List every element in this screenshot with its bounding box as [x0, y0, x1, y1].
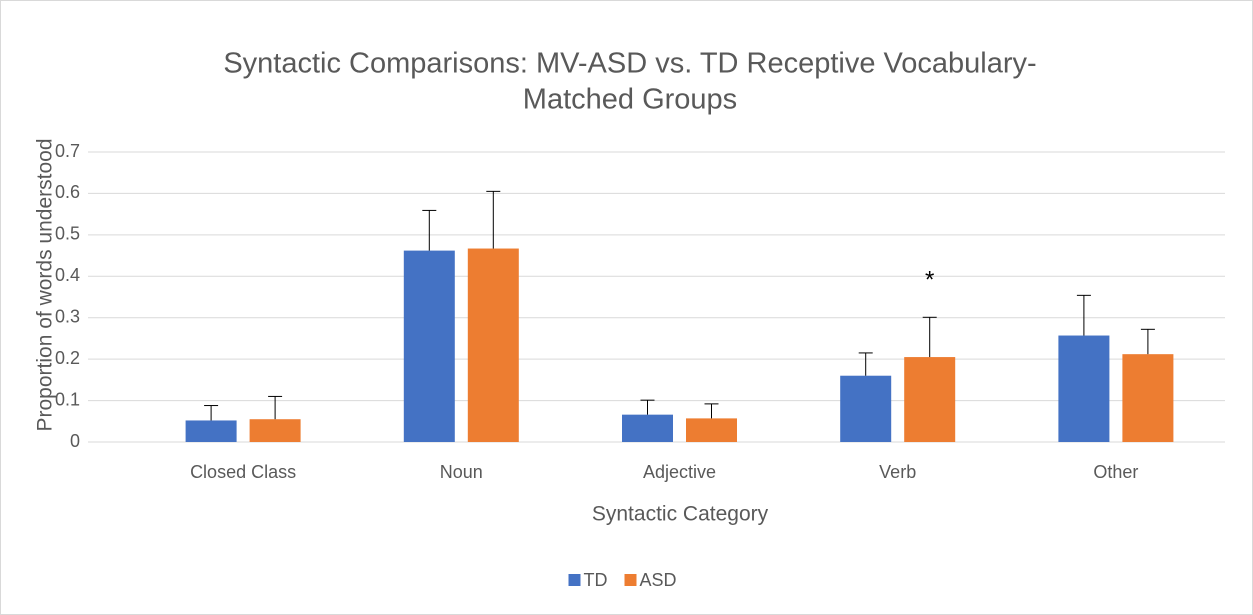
bar — [686, 418, 737, 442]
legend-label: TD — [584, 570, 608, 590]
legend-swatch — [568, 574, 581, 586]
bar — [185, 420, 237, 442]
y-tick-label: 0.6 — [55, 182, 80, 202]
x-tick-label: Verb — [879, 462, 916, 482]
x-tick-label: Other — [1093, 462, 1138, 482]
x-axis-label: Syntactic Category — [592, 503, 769, 526]
y-axis-label: Proportion of words understood — [34, 138, 57, 431]
legend-label: ASD — [640, 570, 677, 590]
y-tick-label: 0.4 — [55, 265, 80, 285]
bar — [840, 375, 892, 442]
y-tick-label: 0 — [70, 431, 80, 451]
x-tick-label: Closed Class — [190, 462, 296, 482]
bar — [904, 357, 956, 442]
bar — [1122, 354, 1174, 442]
y-tick-label: 0.5 — [55, 224, 80, 244]
bar — [622, 414, 673, 442]
bar — [1058, 335, 1110, 442]
bar — [249, 419, 301, 442]
y-tick-label: 0.1 — [55, 389, 80, 409]
y-tick-label: 0.3 — [55, 306, 80, 326]
chart-title: Syntactic Comparisons: MV-ASD vs. TD Rec… — [223, 48, 1036, 80]
y-tick-label: 0.2 — [55, 348, 80, 368]
x-tick-label: Noun — [440, 462, 483, 482]
bar — [403, 250, 455, 442]
x-tick-label: Adjective — [643, 462, 716, 482]
bar — [467, 248, 519, 442]
legend-swatch — [624, 574, 637, 586]
chart-title: Matched Groups — [523, 84, 737, 116]
annotation: * — [925, 267, 934, 294]
y-tick-label: 0.7 — [55, 141, 80, 161]
